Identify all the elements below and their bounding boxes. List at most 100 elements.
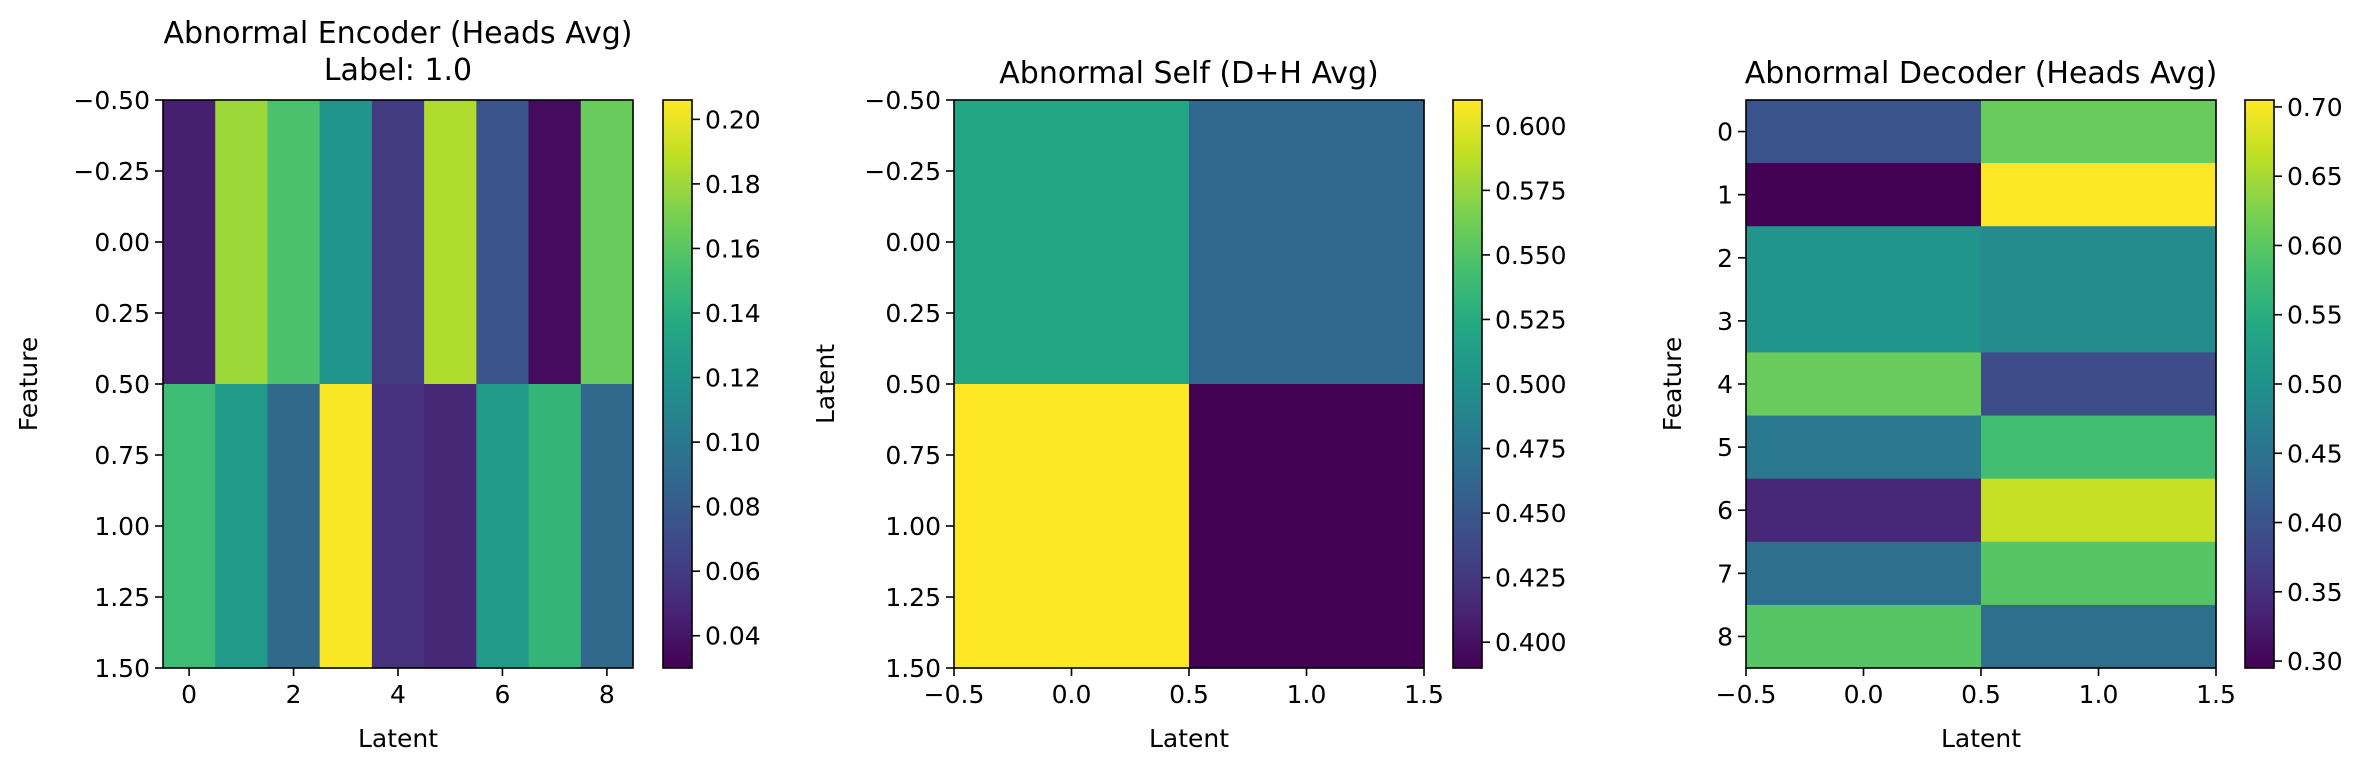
heatmap-cell <box>528 100 582 385</box>
heatmap-cell <box>215 100 269 385</box>
heatmap-cell <box>163 384 216 669</box>
colorbar-tick-label: 0.525 <box>1495 305 1567 334</box>
x-tick-label: −0.5 <box>1716 680 1777 709</box>
heatmap-cell <box>1981 100 2217 164</box>
heatmap-cell <box>1981 415 2217 480</box>
colorbar-tick-label: 0.30 <box>2287 647 2343 676</box>
x-axis-label: Latent <box>358 724 438 753</box>
y-tick-label: 5 <box>1717 433 1733 462</box>
x-tick-label: 1.5 <box>1404 680 1444 709</box>
colorbar-tick-label: 0.20 <box>705 105 761 134</box>
x-tick-label: 0.5 <box>1169 680 1209 709</box>
colorbar-tick-label: 0.70 <box>2287 93 2343 122</box>
chart-panel-3: −0.5 0.0 0.5 1.0 1.5 0 1 2 3 4 5 6 7 8 Latent Feature Ab… <box>1658 56 2343 753</box>
heatmap-cell <box>371 384 425 669</box>
chart-title: Abnormal Decoder (Heads Avg) <box>1745 56 2218 91</box>
y-tick-label: 1.00 <box>94 512 150 541</box>
heatmap-cell <box>371 100 425 385</box>
colorbar-tick-label: 0.425 <box>1495 564 1567 593</box>
y-tick-label: 0.25 <box>94 299 150 328</box>
colorbar-tick-label: 0.600 <box>1495 112 1567 141</box>
y-tick-label: −0.25 <box>73 157 150 186</box>
heatmap-cell <box>1981 352 2217 417</box>
colorbar-tick-label: 0.18 <box>705 170 761 199</box>
heatmap-cell <box>580 100 634 385</box>
colorbar: 0.30 0.35 0.40 0.45 0.50 0.55 0.60 0.65 0.70 <box>2244 93 2343 676</box>
y-tick-label: 0.75 <box>94 441 150 470</box>
heatmap-cell <box>1746 226 1982 290</box>
heatmap-cell <box>1746 604 1982 669</box>
heatmap-cell <box>1746 289 1982 354</box>
colorbar-tick-label: 0.50 <box>2287 370 2343 399</box>
heatmap-cell <box>1189 100 1425 385</box>
colorbar-tick-label: 0.450 <box>1495 499 1567 528</box>
chart-subtitle: Label: 1.0 <box>324 53 472 88</box>
heatmap-cell <box>1981 226 2217 290</box>
heatmap-cell <box>1981 604 2217 669</box>
x-tick-label: −0.5 <box>924 680 985 709</box>
x-tick-label: 0.0 <box>1844 680 1884 709</box>
heatmap-cell <box>215 384 269 669</box>
y-axis-label: Feature <box>1658 337 1687 431</box>
x-tick-label: 1.0 <box>2079 680 2119 709</box>
x-tick-label: 0.5 <box>1961 680 2001 709</box>
colorbar-tick-label: 0.08 <box>705 493 761 522</box>
heatmap-cell <box>1746 541 1982 606</box>
y-tick-label: 7 <box>1717 559 1733 588</box>
heatmap-cell <box>954 100 1190 385</box>
heatmap-cell <box>319 384 373 669</box>
colorbar-tick-label: 0.500 <box>1495 370 1567 399</box>
y-tick-label: 1.50 <box>885 654 941 683</box>
chart-panel-2: −0.5 0.0 0.5 1.0 1.5 −0.50 −0.25 0.00 0.25 0.50 0.… <box>811 56 1567 753</box>
heatmap-cell <box>1189 384 1425 669</box>
heatmap-cell <box>476 384 530 669</box>
colorbar-gradient <box>2245 100 2274 668</box>
colorbar-tick-label: 0.475 <box>1495 435 1567 464</box>
colorbar-tick-label: 0.40 <box>2287 509 2343 538</box>
x-tick-label: 1.0 <box>1287 680 1327 709</box>
colorbar-frame <box>662 99 693 669</box>
y-tick-label: −0.50 <box>864 86 941 115</box>
y-tick-label: 3 <box>1717 307 1733 336</box>
x-tick-label: 6 <box>494 680 510 709</box>
heatmap-cell <box>580 384 634 669</box>
colorbar-tick-label: 0.575 <box>1495 176 1567 205</box>
colorbar-tick-label: 0.400 <box>1495 628 1567 657</box>
chart-title: Abnormal Encoder (Heads Avg) <box>164 16 633 51</box>
heatmap-cell <box>1981 541 2217 606</box>
colorbar-tick-label: 0.45 <box>2287 439 2343 468</box>
colorbar-tick-label: 0.12 <box>705 364 761 393</box>
colorbar-tick-label: 0.55 <box>2287 301 2343 330</box>
chart-panel-1: 0 2 4 6 8 −0.50 −0.25 0.00 0.25 0.50 0.75 1.00 1.25 1… <box>14 16 761 753</box>
heatmap-cell <box>267 100 321 385</box>
heatmap-cell <box>476 100 530 385</box>
heatmap-cell <box>1746 352 1982 417</box>
heatmap-cell <box>1746 478 1982 543</box>
heatmap-cell <box>1981 478 2217 543</box>
x-tick-label: 4 <box>390 680 406 709</box>
x-axis-label: Latent <box>1149 724 1229 753</box>
colorbar: 0.04 0.06 0.08 0.10 0.12 0.14 0.16 0.18 0.20 <box>662 99 761 669</box>
y-tick-label: 0.00 <box>885 228 941 257</box>
y-tick-label: −0.25 <box>864 157 941 186</box>
y-tick-label: 0 <box>1717 118 1733 147</box>
colorbar-tick-label: 0.16 <box>705 234 761 263</box>
y-tick-label: 0.25 <box>885 299 941 328</box>
colorbar-tick-label: 0.06 <box>705 557 761 586</box>
x-axis-label: Latent <box>1941 724 2021 753</box>
colorbar-gradient <box>1453 100 1482 668</box>
heatmap-cell <box>1746 163 1982 227</box>
x-tick-label: 2 <box>286 680 302 709</box>
y-tick-label: 2 <box>1717 244 1733 273</box>
x-tick-label: 8 <box>599 680 615 709</box>
x-tick-label: 0 <box>181 680 197 709</box>
heatmap-cell <box>267 384 321 669</box>
colorbar-tick-label: 0.35 <box>2287 578 2343 607</box>
heatmap-cell <box>1981 163 2217 227</box>
heatmap-cell <box>1746 415 1982 480</box>
x-tick-label: 1.5 <box>2196 680 2236 709</box>
y-tick-label: 0.00 <box>94 228 150 257</box>
y-tick-label: 1.50 <box>94 654 150 683</box>
colorbar-tick-label: 0.14 <box>705 299 761 328</box>
